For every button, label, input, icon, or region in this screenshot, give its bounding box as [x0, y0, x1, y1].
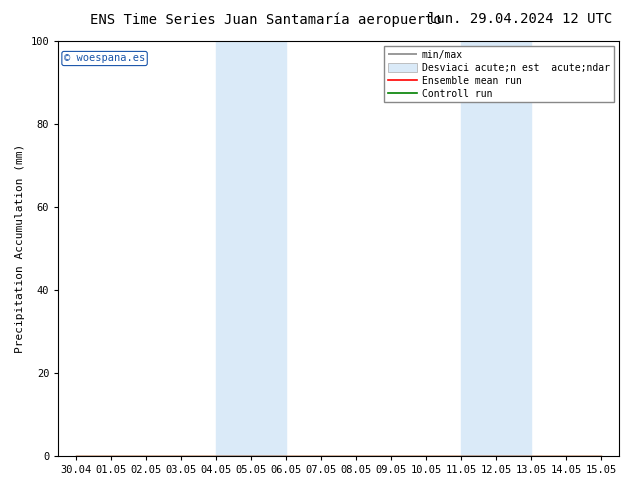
Text: ENS Time Series Juan Santamaría aeropuerto: ENS Time Series Juan Santamaría aeropuer… — [91, 12, 442, 27]
Bar — [461, 41, 531, 456]
Bar — [216, 41, 286, 456]
Text: © woespana.es: © woespana.es — [64, 53, 145, 64]
Legend: min/max, Desviaci acute;n est  acute;ndar, Ensemble mean run, Controll run: min/max, Desviaci acute;n est acute;ndar… — [384, 46, 614, 102]
Y-axis label: Precipitation Accumulation (mm): Precipitation Accumulation (mm) — [15, 144, 25, 353]
Text: lun. 29.04.2024 12 UTC: lun. 29.04.2024 12 UTC — [428, 12, 612, 26]
